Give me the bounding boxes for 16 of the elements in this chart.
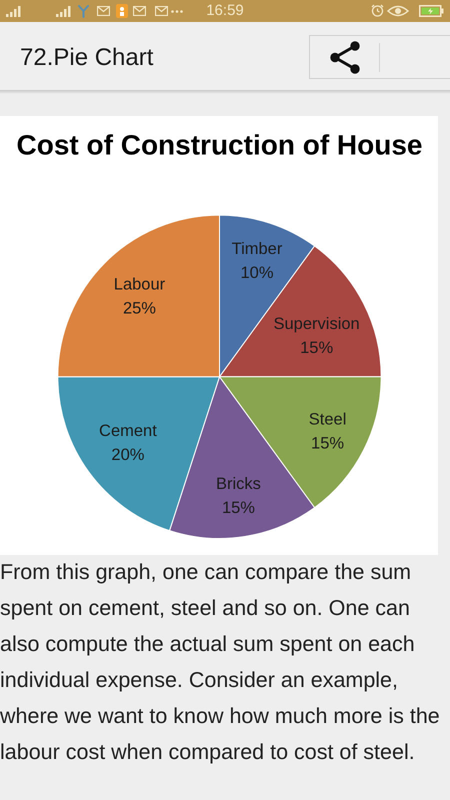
slice-label: Supervision: [273, 315, 360, 334]
data-label: 10%: [240, 264, 274, 282]
data-label: 25%: [122, 299, 156, 318]
slice-label: Timber: [232, 240, 283, 258]
chart-title: Cost of Construction of House: [16, 130, 422, 161]
text: 16:59: [205, 2, 245, 20]
text: 72.Pie Chart: [20, 44, 154, 72]
slice-label: Labour: [114, 275, 166, 294]
slice-label: Steel: [308, 410, 346, 428]
slice-label: Bricks: [216, 475, 261, 494]
text: From this graph, one can compare the sum spent on cement, steel and so on. One can also compute the actual sum spent on each individual expense. Consider an example, where we want to know how much more is the labour cost when compared to cost of steel.: [0, 559, 441, 766]
data-label: 15%: [300, 339, 334, 358]
data-label: 20%: [111, 446, 145, 464]
data-label: 15%: [222, 499, 256, 518]
data-label: 15%: [311, 434, 344, 452]
slice-label: Cement: [99, 422, 158, 440]
